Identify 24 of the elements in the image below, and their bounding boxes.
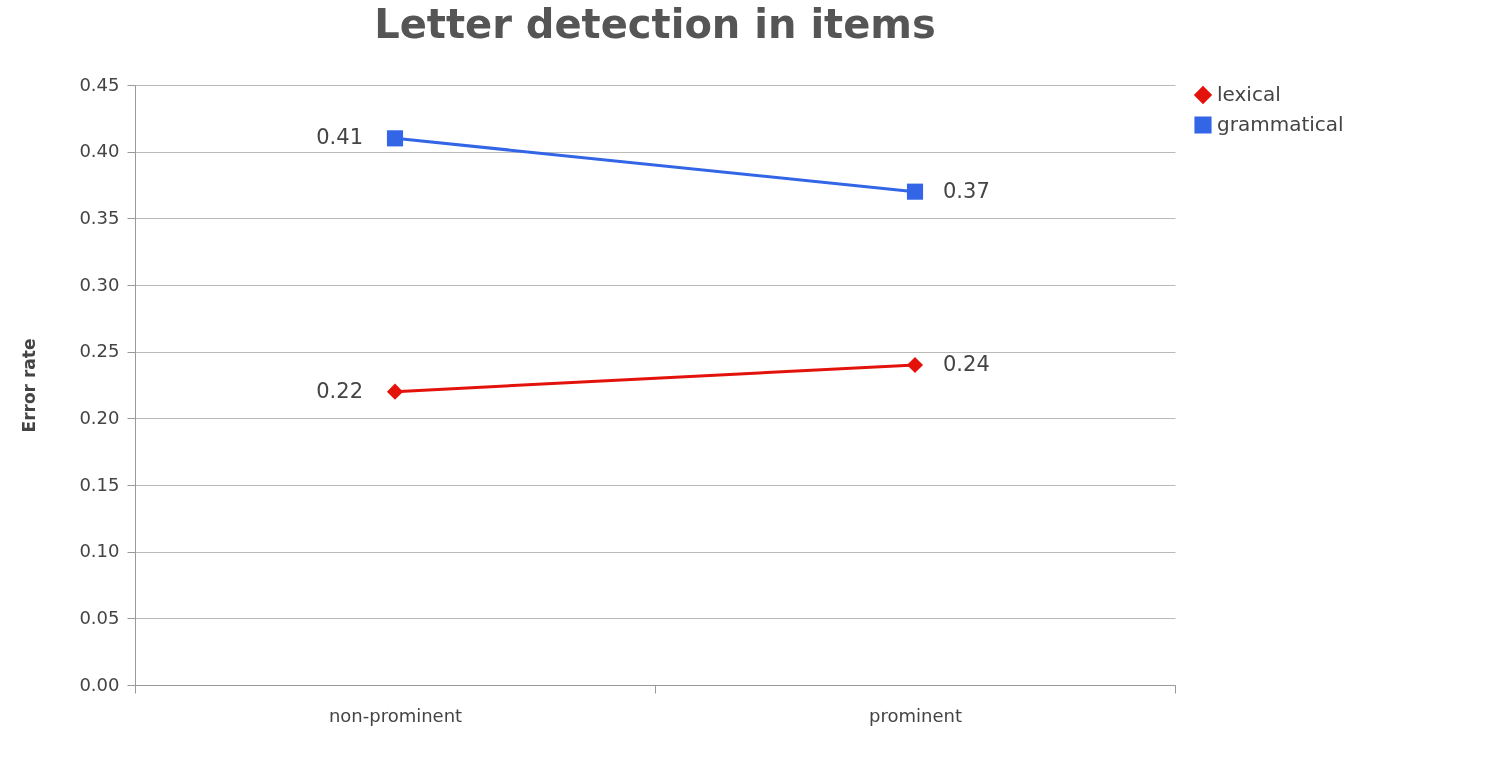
point <box>386 383 404 400</box>
data-label: 0.41 <box>316 125 363 150</box>
data-label: 0.24 <box>943 352 990 376</box>
y-tick-label: 0.05 <box>79 606 120 628</box>
point <box>906 183 924 200</box>
y-tick-label: 0.30 <box>79 273 120 295</box>
y-tick-label: 0.35 <box>79 206 120 228</box>
legend-label: lexical <box>1217 82 1281 106</box>
chart-title: Letter detection in items <box>374 1 936 47</box>
y-tick-label: 0.20 <box>79 406 120 428</box>
x-tick-label: non-prominent <box>328 704 463 726</box>
y-tick-label: 0.10 <box>79 540 120 562</box>
y-axis-title: Error rate <box>19 338 40 433</box>
y-tick-label: 0.40 <box>79 140 120 162</box>
y-tick-label: 0.15 <box>79 473 120 495</box>
point <box>906 356 924 374</box>
legend-label: grammatical <box>1217 112 1344 136</box>
y-tick-label: 0.45 <box>79 73 120 95</box>
x-tick-label: prominent <box>869 704 962 726</box>
data-label: 0.22 <box>316 378 363 403</box>
point <box>386 130 404 147</box>
y-tick-label: 0.25 <box>79 340 120 362</box>
y-tick-label: 0.00 <box>79 673 120 695</box>
data-label: 0.37 <box>943 178 990 203</box>
